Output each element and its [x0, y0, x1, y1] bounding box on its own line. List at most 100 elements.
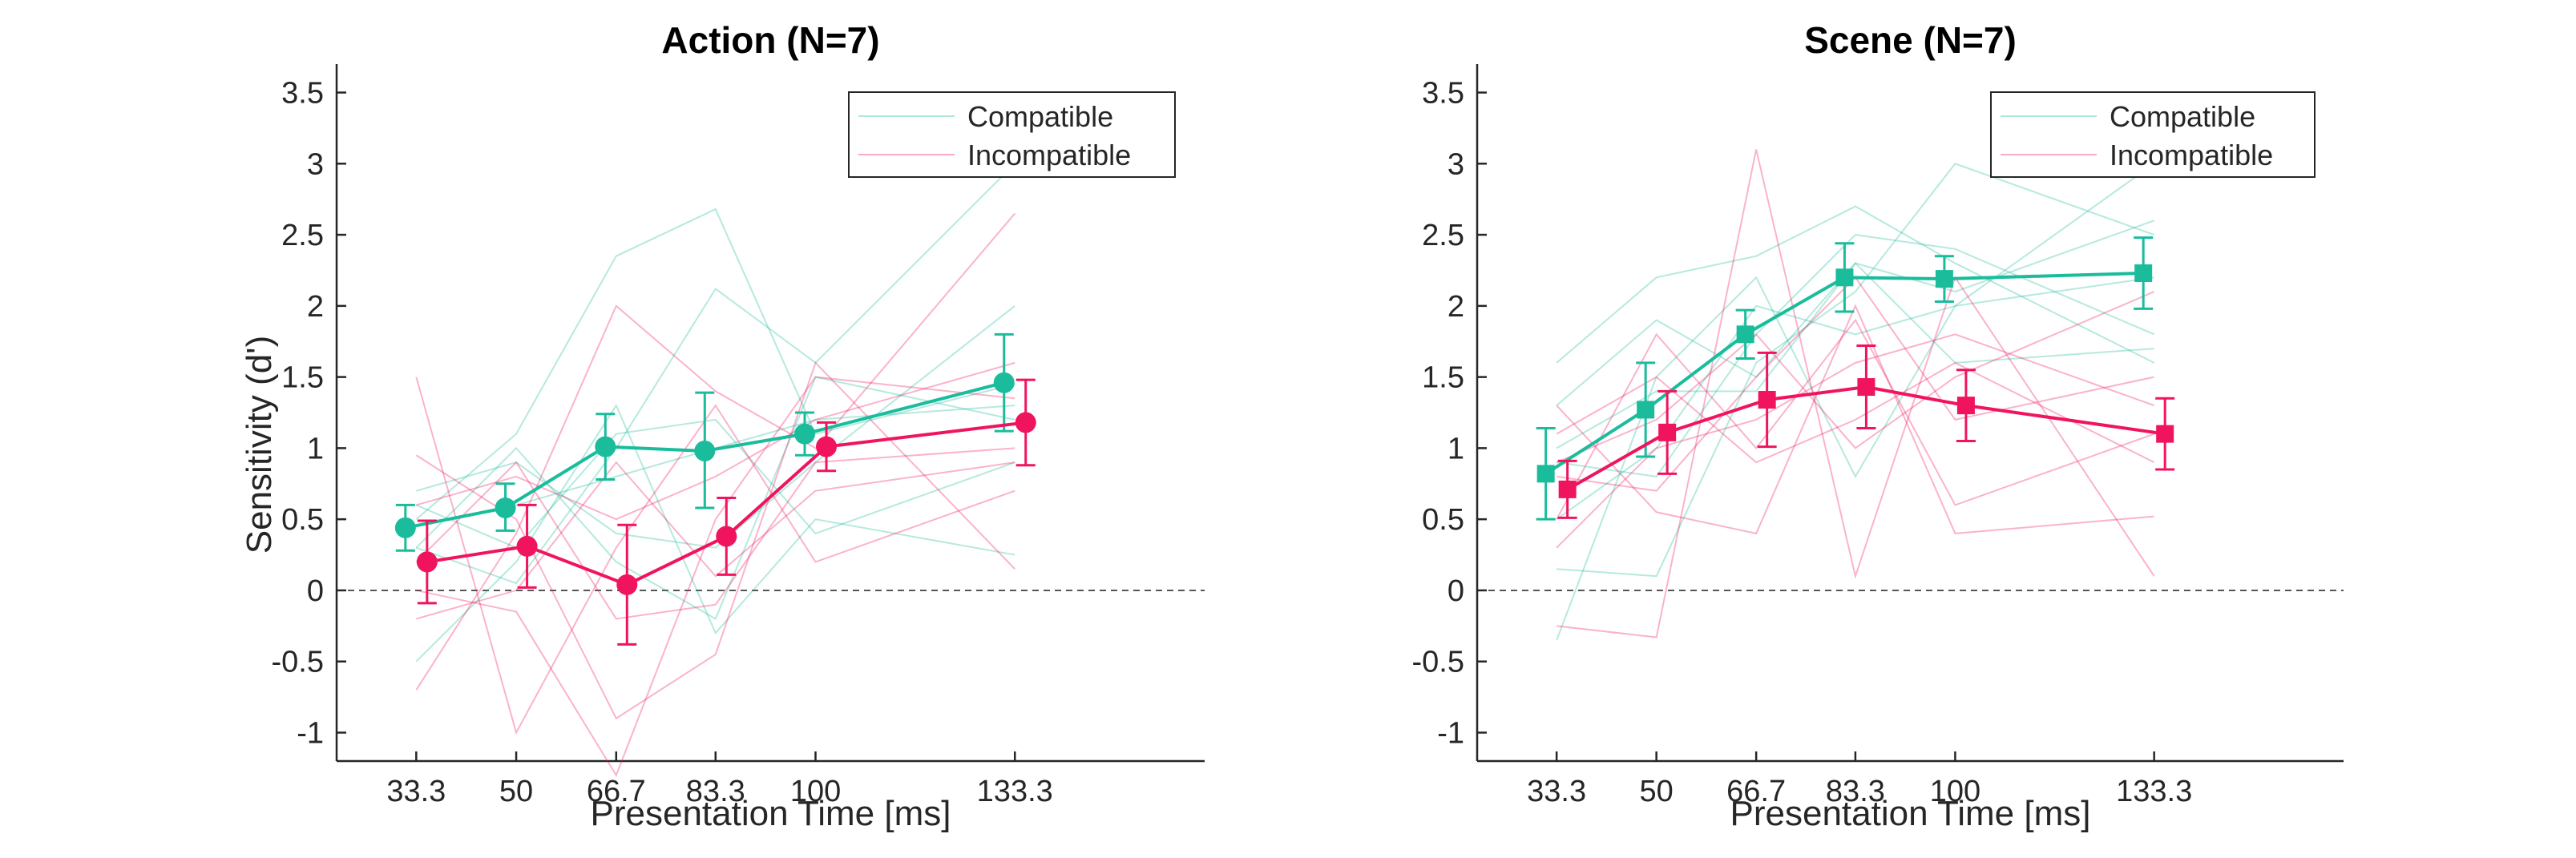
- subject-line-incompatible: [1556, 361, 2155, 464]
- mean-point-incompatible: [516, 535, 538, 557]
- subject-line-compatible: [1556, 262, 2154, 406]
- mean-point-incompatible: [1857, 378, 1875, 397]
- mean-point-compatible: [595, 436, 616, 457]
- legend-box: [848, 91, 1176, 178]
- legend-label-incompatible: Incompatible: [967, 139, 1131, 171]
- legend-label-compatible: Compatible: [967, 100, 1113, 133]
- mean-point-incompatible: [1758, 391, 1776, 409]
- mean-point-compatible: [1536, 465, 1555, 483]
- mean-point-incompatible: [716, 526, 737, 547]
- subject-line-incompatible: [415, 447, 1015, 620]
- subject-line-compatible: [415, 207, 1015, 520]
- action-panel: Action (N=7) -1 -0.5 0 0.5 1 1.5 2 2.5 3 3.5 33.3 50…: [240, 19, 1205, 833]
- subject-line-incompatible: [1557, 276, 2154, 492]
- subject-line-compatible: [416, 305, 1015, 549]
- subject-line-compatible: [415, 376, 1015, 620]
- mean-line-incompatible: [426, 421, 1026, 587]
- y-tick-label: 2.5: [1422, 219, 1464, 252]
- y-tick-label: 0.5: [281, 503, 324, 537]
- subject-line-compatible: [1556, 276, 2154, 520]
- y-tick-label: 0.5: [1422, 503, 1464, 537]
- mean-point-incompatible: [1558, 480, 1577, 498]
- mean-point-compatible: [1736, 325, 1754, 344]
- y-tick-label: 2: [307, 290, 324, 324]
- mean-point-incompatible: [416, 551, 438, 573]
- mean-line-compatible: [1544, 272, 2144, 476]
- subject-line-incompatible: [416, 361, 1015, 521]
- y-tick-label: 3.5: [281, 77, 324, 111]
- x-tick-label: 133.3: [977, 775, 1053, 808]
- subject-line-incompatible: [1557, 149, 2155, 638]
- x-tick-label: 50: [1640, 775, 1674, 808]
- subject-line-incompatible: [1556, 304, 2154, 535]
- mean-point-compatible: [1637, 401, 1655, 419]
- subject-line-incompatible: [415, 212, 1015, 691]
- x-axis-title: Presentation Time [ms]: [591, 794, 951, 833]
- subject-line-incompatible: [415, 377, 1015, 735]
- y-axis-title: Sensitivity (d'): [240, 336, 279, 554]
- y-tick-label: 0: [1447, 574, 1464, 608]
- chart-title: Action (N=7): [661, 19, 879, 61]
- mean-point-incompatible: [1658, 423, 1677, 441]
- y-tick-label: -1: [297, 716, 324, 750]
- mean-point-incompatible: [2156, 425, 2174, 443]
- x-tick-label: 66.7: [587, 775, 646, 808]
- y-tick-label: 3.5: [1422, 77, 1464, 111]
- y-tick-label: 0: [307, 574, 324, 608]
- subject-line-compatible: [415, 418, 1015, 549]
- x-tick-label: 133.3: [2116, 775, 2192, 808]
- x-tick-label: 66.7: [1726, 775, 1786, 808]
- x-tick-label: 83.3: [686, 775, 745, 808]
- mean-point-incompatible: [1956, 397, 1975, 415]
- y-tick-label: -1: [1437, 716, 1464, 750]
- mean-line-incompatible: [1566, 385, 2166, 491]
- subject-line-incompatible: [1556, 318, 2155, 520]
- mean-point-compatible: [1835, 268, 1854, 287]
- legend-box: [1990, 91, 2316, 178]
- legend-label-compatible: Compatible: [2110, 100, 2255, 133]
- y-tick-label: 3: [1447, 147, 1464, 181]
- subject-line-incompatible: [1556, 291, 2155, 464]
- y-tick-label: 3: [307, 147, 324, 181]
- chart-title: Scene (N=7): [1804, 19, 2017, 61]
- subject-line-incompatible: [416, 376, 1015, 778]
- subject-line-compatible: [415, 404, 1015, 663]
- y-tick-label: -0.5: [272, 646, 324, 679]
- subject-line-compatible: [416, 163, 1015, 585]
- subject-line-incompatible: [416, 461, 1015, 620]
- y-tick-label: 1: [1447, 432, 1464, 465]
- mean-point-compatible: [993, 372, 1015, 393]
- scene-panel: Scene (N=7) -1 -0.5 0 0.5 1 1.5 2 2.5 3 3.5 33.3 50 6…: [1412, 19, 2344, 833]
- mean-point-incompatible: [616, 574, 638, 595]
- y-tick-label: -0.5: [1412, 646, 1464, 679]
- mean-point-incompatible: [1015, 412, 1036, 433]
- mean-line-compatible: [405, 381, 1005, 530]
- y-tick-label: 2.5: [281, 219, 324, 252]
- x-tick-label: 100: [1930, 775, 1980, 808]
- x-tick-label: 33.3: [1527, 775, 1586, 808]
- subject-line-incompatible: [1556, 333, 2155, 549]
- mean-point-compatible: [694, 440, 716, 461]
- x-tick-label: 100: [790, 775, 841, 808]
- mean-point-compatible: [495, 497, 516, 518]
- mean-point-compatible: [1935, 270, 1953, 288]
- subject-line-compatible: [1556, 163, 2155, 641]
- subject-line-compatible: [1556, 205, 2155, 364]
- y-tick-label: 1.5: [1422, 361, 1464, 395]
- subject-line-compatible: [1557, 163, 2155, 578]
- x-tick-label: 33.3: [386, 775, 446, 808]
- x-tick-label: 83.3: [1826, 775, 1885, 808]
- subject-line-compatible: [1556, 220, 2155, 449]
- mean-point-compatible: [2134, 264, 2153, 282]
- y-tick-label: 1.5: [281, 361, 324, 395]
- subject-line-compatible: [1557, 234, 2155, 477]
- x-axis-title: Presentation Time [ms]: [1730, 794, 2091, 833]
- y-tick-label: 1: [307, 432, 324, 465]
- legend-label-incompatible: Incompatible: [2110, 139, 2273, 171]
- mean-point-incompatible: [816, 436, 838, 457]
- mean-point-compatible: [794, 423, 816, 445]
- x-tick-label: 50: [499, 775, 533, 808]
- mean-point-compatible: [394, 517, 416, 538]
- y-tick-label: 2: [1447, 290, 1464, 324]
